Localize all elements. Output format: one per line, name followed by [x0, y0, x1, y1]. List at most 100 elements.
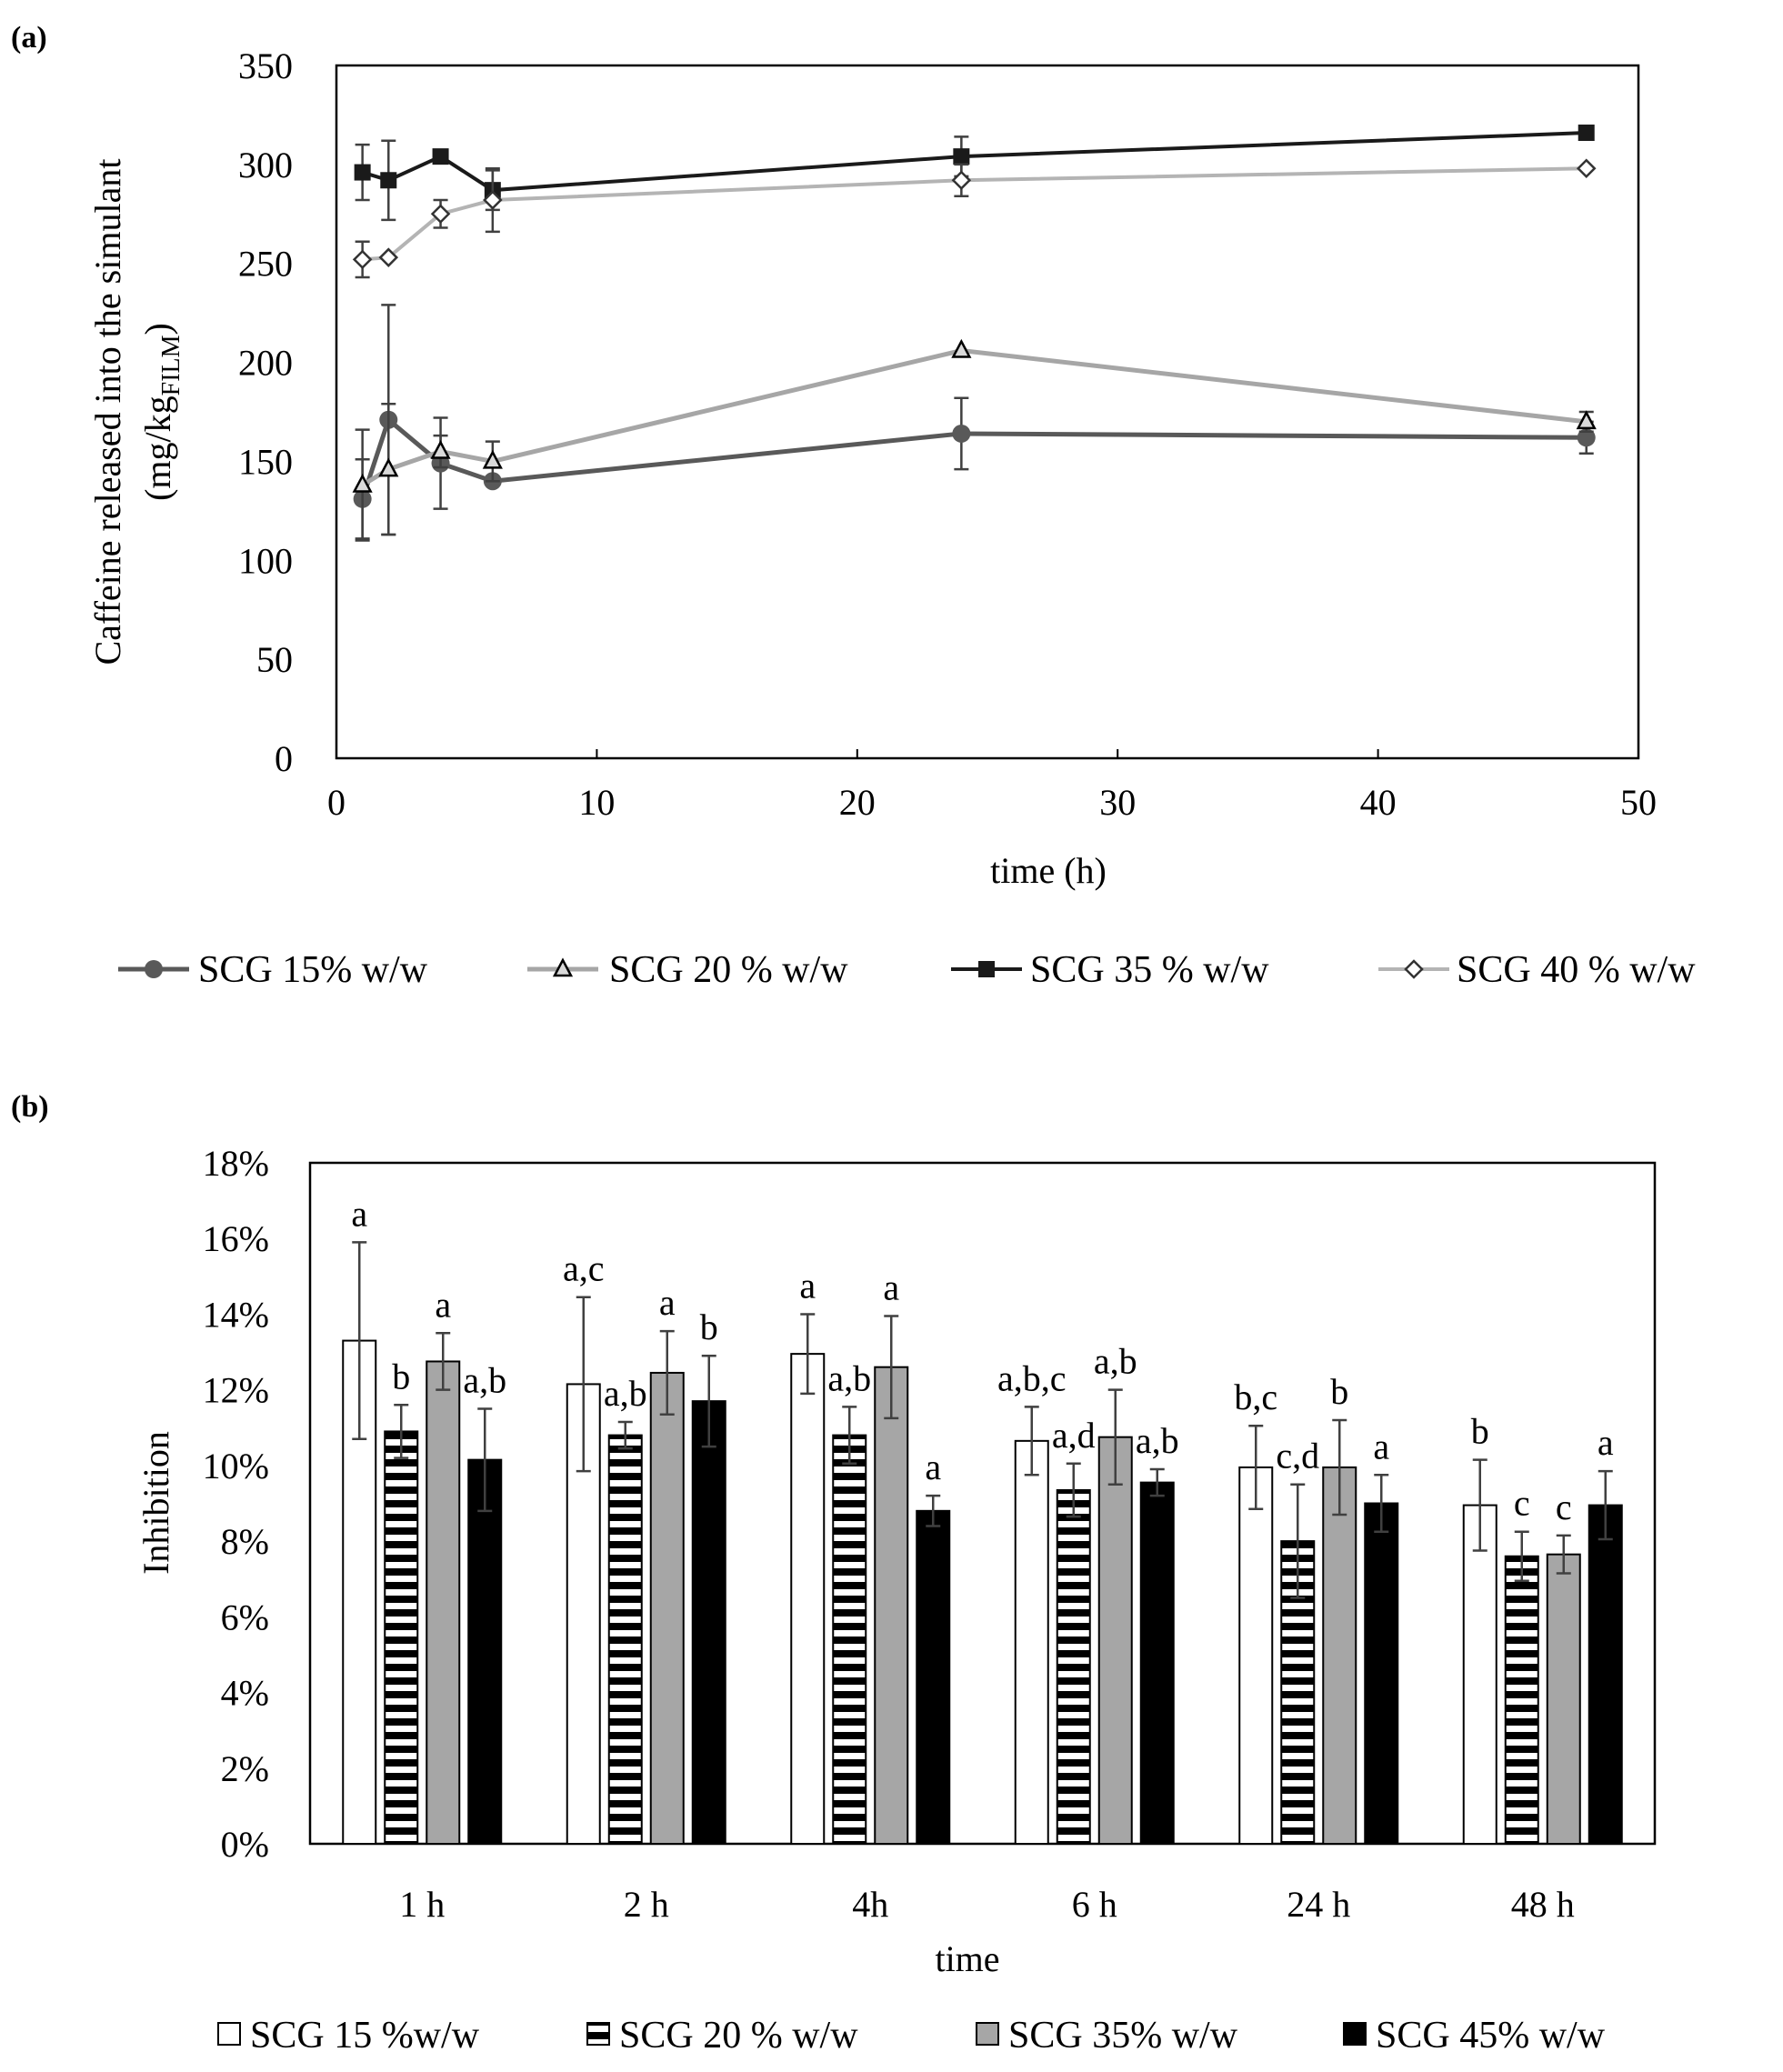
bar — [384, 1430, 419, 1845]
y-axis-label-a-line1: Caffeine released into the simulant — [87, 159, 128, 666]
bar-group-item: a — [649, 1282, 685, 1845]
bar-group-item: a — [916, 1446, 951, 1846]
bar-group-item: a,b,c — [997, 1357, 1067, 1845]
legend-label: SCG 20 % w/w — [609, 949, 848, 991]
x-tick-label: 6 h — [1072, 1884, 1117, 1925]
legend-swatch — [217, 2022, 241, 2046]
series-line — [361, 347, 1588, 487]
error-bar — [1066, 1462, 1081, 1518]
x-tick-label: 50 — [1620, 782, 1657, 823]
series-line — [360, 415, 1587, 500]
data-point — [430, 204, 451, 225]
error-bar — [1472, 1458, 1488, 1552]
x-tick-label: 4h — [852, 1884, 888, 1925]
bar — [874, 1366, 909, 1845]
significance-letter: a — [351, 1193, 367, 1234]
series-group-a — [352, 125, 1597, 542]
legend-label: SCG 45% w/w — [1376, 2015, 1606, 2057]
error-bar — [1107, 1388, 1123, 1486]
bar-group-item: a — [1364, 1426, 1399, 1845]
bar — [1364, 1502, 1399, 1845]
bar-group-item: a,b — [463, 1359, 506, 1845]
bar — [832, 1434, 867, 1845]
y-tick-labels-b: 0% 2% 4% 6% 8% 10% 12% 14% 16% 18% — [203, 1143, 269, 1865]
error-bar — [1556, 1534, 1571, 1575]
y-tick-label: 12% — [203, 1370, 269, 1411]
significance-letter: a,b — [1136, 1420, 1179, 1461]
data-point — [1578, 125, 1595, 142]
legend-label: SCG 40 % w/w — [1457, 949, 1696, 991]
significance-letter: b — [1471, 1411, 1489, 1452]
bar-group-item: b,c — [1234, 1376, 1277, 1846]
x-tick-labels-a: 0 10 20 30 40 50 — [327, 749, 1657, 823]
data-point — [483, 190, 503, 210]
legend-swatch — [1343, 2022, 1367, 2046]
legend-label: SCG 20 % w/w — [619, 2015, 858, 2057]
significance-letter: a,b — [1094, 1341, 1137, 1382]
significance-letter: b — [392, 1356, 410, 1396]
y-axis-label-a-line2: (mg/kgFILM) — [137, 323, 185, 501]
data-point — [380, 172, 397, 189]
data-point — [951, 338, 972, 358]
series-circle — [353, 304, 1596, 540]
error-bar — [800, 1313, 816, 1396]
series-diamond — [352, 158, 1597, 279]
legend-swatch — [976, 2022, 999, 2046]
bar — [467, 1458, 503, 1845]
bar-group-item: c — [1504, 1483, 1539, 1846]
significance-letter: a,d — [1052, 1415, 1096, 1456]
y-tick-label: 100 — [238, 540, 293, 581]
bar-group-item: b — [691, 1306, 726, 1846]
significance-letter: a — [1373, 1426, 1389, 1466]
error-bar — [1024, 1406, 1039, 1476]
y-tick-labels-a: 0 50 100 150 200 250 300 350 — [238, 45, 293, 779]
significance-letter: a,b,c — [997, 1357, 1067, 1398]
bar-group-item: a — [426, 1284, 461, 1846]
y-tick-label: 14% — [203, 1294, 269, 1335]
data-point — [378, 247, 399, 267]
bar-group-item: b — [1322, 1371, 1357, 1846]
bar — [1139, 1481, 1175, 1845]
y-tick-label: 200 — [238, 343, 293, 384]
legend-a: SCG 15% w/w SCG 20 % w/w SCG 35 % w/w SCG 4… — [118, 949, 1696, 991]
error-bar — [352, 1241, 367, 1441]
significance-letter: a — [659, 1282, 676, 1323]
data-point — [953, 148, 970, 165]
legend-item: SCG 15% w/w — [118, 949, 428, 991]
significance-letter: a — [799, 1265, 816, 1306]
legend-marker — [978, 961, 995, 977]
series-triangle — [352, 338, 1597, 542]
data-point — [951, 170, 972, 191]
x-tick-label: 40 — [1360, 782, 1397, 823]
x-tick-label: 1 h — [399, 1884, 445, 1925]
y-tick-label: 4% — [221, 1673, 269, 1714]
legend-item: SCG 45% w/w — [1343, 2015, 1606, 2057]
panel-a-label: (a) — [11, 21, 47, 55]
significance-letter: b,c — [1234, 1376, 1277, 1417]
bar — [1504, 1555, 1539, 1846]
legend-item: SCG 35% w/w — [976, 2015, 1238, 2057]
error-bar — [1514, 1530, 1529, 1583]
bar-group-item: a — [874, 1267, 909, 1845]
data-point — [432, 148, 449, 165]
x-tick-label: 48 h — [1511, 1884, 1575, 1925]
panel-b-label: (b) — [11, 1090, 49, 1124]
bar-chart: 0%2%4%6%8%10%12%14%16%18% abaa,ba,ca,bab… — [135, 1143, 1657, 2057]
bar — [790, 1353, 826, 1845]
bar-group-item: a,d — [1052, 1415, 1096, 1846]
error-bar — [1374, 1474, 1389, 1533]
bar-group-item: c,d — [1276, 1436, 1319, 1845]
bar — [1238, 1466, 1274, 1846]
significance-letter: b — [1330, 1371, 1348, 1412]
x-tick-label: 24 h — [1287, 1884, 1350, 1925]
legend-item: SCG 40 % w/w — [1378, 949, 1696, 991]
legend-label: SCG 35 % w/w — [1030, 949, 1269, 991]
bar — [1097, 1436, 1133, 1845]
significance-letter: a,b — [827, 1357, 871, 1398]
significance-letter: b — [700, 1306, 718, 1347]
error-bar — [1332, 1418, 1347, 1516]
x-tick-label: 0 — [327, 782, 346, 823]
legend-b: SCG 15 %w/w SCG 20 % w/w SCG 35% w/w SCG 45… — [217, 2015, 1606, 2057]
y-tick-label: 150 — [238, 441, 293, 482]
bar — [1322, 1466, 1357, 1846]
